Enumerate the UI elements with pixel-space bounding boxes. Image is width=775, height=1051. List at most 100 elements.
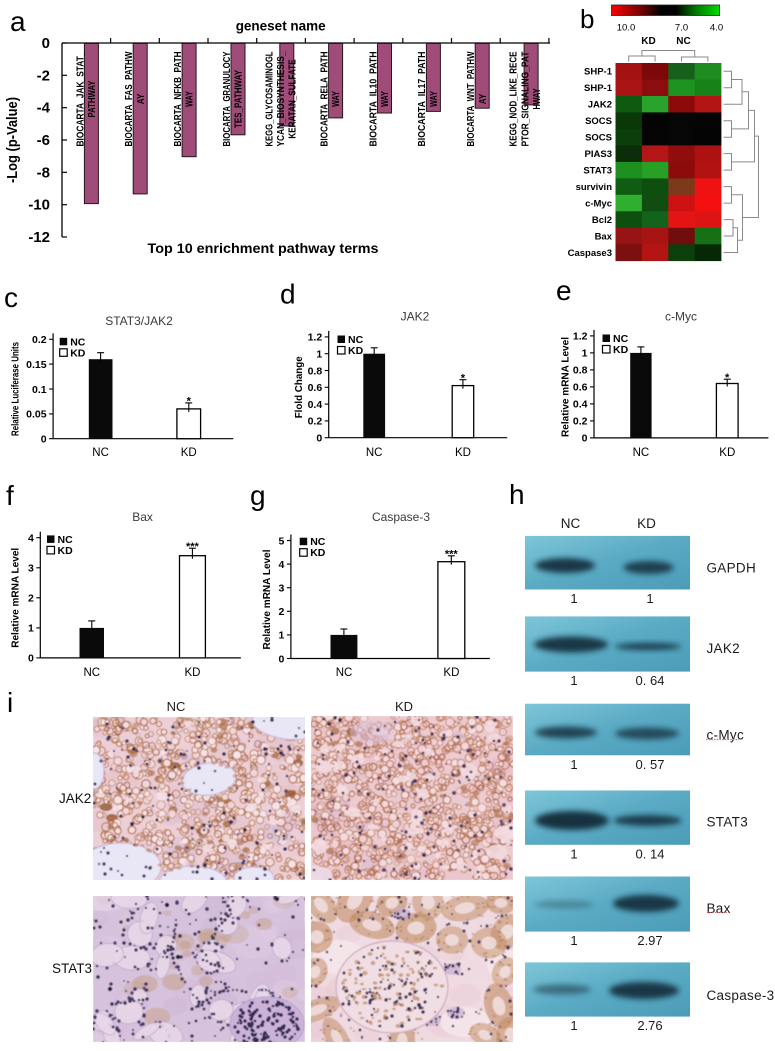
- svg-text:WAY: WAY: [184, 91, 196, 107]
- svg-text:0. 64: 0. 64: [636, 673, 665, 688]
- svg-text:0.6: 0.6: [308, 382, 323, 394]
- svg-text:KD: KD: [310, 547, 326, 559]
- svg-text:BIOCARTA_JAK_STAT_: BIOCARTA_JAK_STAT_: [74, 51, 86, 146]
- svg-text:PTOR_SIGNALING_PAT: PTOR_SIGNALING_PAT: [519, 51, 531, 146]
- svg-text:g: g: [250, 480, 266, 511]
- svg-text:4: 4: [279, 559, 285, 571]
- svg-text:c-Myc: c-Myc: [665, 310, 697, 324]
- svg-text:Relative mRNA Level: Relative mRNA Level: [261, 549, 273, 649]
- svg-text:PIAS3: PIAS3: [585, 149, 612, 160]
- svg-text:1: 1: [646, 591, 653, 606]
- svg-text:YCAN_BIOSYNTHESIS_: YCAN_BIOSYNTHESIS_: [275, 51, 287, 146]
- svg-text:2: 2: [28, 593, 34, 605]
- svg-text:1: 1: [570, 846, 577, 861]
- svg-text:4: 4: [28, 533, 34, 545]
- svg-text:NC: NC: [92, 447, 109, 459]
- svg-text:d: d: [280, 279, 296, 310]
- svg-text:5: 5: [279, 535, 285, 547]
- svg-text:survivin: survivin: [576, 182, 613, 193]
- svg-text:Bcl2: Bcl2: [592, 215, 612, 226]
- svg-text:*: *: [725, 372, 730, 384]
- svg-text:1: 1: [570, 933, 577, 948]
- svg-text:SOCS: SOCS: [585, 133, 612, 144]
- svg-text:KD: KD: [637, 516, 656, 531]
- svg-text:STAT3/JAK2: STAT3/JAK2: [105, 314, 173, 328]
- svg-text:0.15: 0.15: [26, 359, 47, 371]
- svg-text:NC: NC: [676, 36, 690, 47]
- svg-text:0.2: 0.2: [308, 416, 323, 428]
- svg-text:0.8: 0.8: [308, 365, 323, 377]
- svg-text:0.6: 0.6: [573, 382, 588, 394]
- svg-text:1: 1: [582, 348, 588, 360]
- svg-text:TES_PATHWAY: TES_PATHWAY: [233, 70, 245, 128]
- svg-text:NC: NC: [83, 667, 100, 679]
- svg-text:WAY: WAY: [379, 91, 391, 107]
- svg-text:SHP-1: SHP-1: [584, 67, 613, 78]
- svg-text:GAPDH: GAPDH: [707, 561, 757, 576]
- svg-text:0.2: 0.2: [573, 416, 588, 428]
- svg-text:KD: KD: [443, 667, 459, 679]
- svg-text:NC: NC: [336, 667, 353, 679]
- svg-text:0: 0: [42, 35, 50, 52]
- svg-text:-8: -8: [37, 164, 50, 181]
- svg-text:1: 1: [316, 349, 322, 361]
- svg-text:NC: NC: [167, 699, 186, 714]
- svg-text:JAK2: JAK2: [588, 100, 612, 111]
- svg-text:*: *: [461, 373, 466, 385]
- svg-text:KEGG_GLYCOSAMINOGL: KEGG_GLYCOSAMINOGL: [263, 51, 275, 146]
- svg-text:NC: NC: [633, 447, 650, 459]
- svg-text:***: ***: [445, 549, 459, 561]
- svg-text:2: 2: [279, 606, 285, 618]
- svg-text:10.0: 10.0: [617, 23, 636, 34]
- svg-text:BIOCARTA_RELA_PATH: BIOCARTA_RELA_PATH: [319, 52, 331, 147]
- svg-text:geneset name: geneset name: [236, 18, 326, 34]
- svg-text:KD: KD: [395, 699, 413, 714]
- svg-text:-4: -4: [37, 100, 51, 117]
- svg-text:KD: KD: [348, 345, 364, 357]
- svg-text:h: h: [509, 479, 525, 510]
- svg-text:0.8: 0.8: [573, 365, 588, 377]
- svg-text:KD: KD: [613, 344, 629, 356]
- svg-text:HWAY: HWAY: [531, 88, 543, 109]
- svg-text:Relative mRNA Level: Relative mRNA Level: [10, 548, 22, 648]
- svg-text:Bax: Bax: [132, 510, 153, 524]
- svg-text:KD: KD: [455, 447, 471, 459]
- svg-text:3: 3: [28, 563, 34, 575]
- svg-text:-10: -10: [28, 197, 50, 214]
- svg-text:BIOCARTA_IL17_PATH: BIOCARTA_IL17_PATH: [416, 52, 428, 147]
- svg-text:KEGG_NOD_LIKE_RECE: KEGG_NOD_LIKE_RECE: [508, 52, 520, 147]
- svg-text:KD: KD: [719, 447, 735, 459]
- svg-text:-2: -2: [37, 67, 50, 84]
- svg-text:Caspase-3: Caspase-3: [707, 988, 775, 1003]
- svg-text:Bax: Bax: [707, 901, 731, 916]
- svg-text:0. 57: 0. 57: [636, 757, 665, 772]
- svg-text:KD: KD: [641, 36, 655, 47]
- svg-text:0: 0: [316, 433, 322, 445]
- svg-text:SHP-1: SHP-1: [584, 83, 613, 94]
- svg-text:STAT3: STAT3: [707, 815, 749, 830]
- svg-text:KD: KD: [181, 447, 197, 459]
- svg-text:0: 0: [28, 653, 34, 665]
- svg-text:1.2: 1.2: [573, 331, 588, 343]
- svg-text:e: e: [556, 275, 572, 306]
- svg-text:-6: -6: [37, 132, 50, 149]
- svg-text:BIOCARTA_GRANULOCY: BIOCARTA_GRANULOCY: [221, 51, 233, 146]
- svg-text:JAK2: JAK2: [707, 641, 740, 656]
- svg-text:KERATAN_SULFATE: KERATAN_SULFATE: [287, 59, 299, 138]
- svg-text:0.4: 0.4: [573, 399, 588, 411]
- svg-text:0: 0: [279, 653, 285, 665]
- svg-text:AY: AY: [135, 94, 147, 105]
- svg-text:Relative Luciferase Units: Relative Luciferase Units: [9, 342, 21, 436]
- svg-text:WAY: WAY: [330, 91, 342, 107]
- svg-text:AY: AY: [477, 94, 489, 105]
- svg-text:1: 1: [28, 623, 34, 635]
- svg-text:Caspase-3: Caspase-3: [372, 510, 430, 524]
- svg-text:KD: KD: [58, 545, 74, 557]
- svg-text:4.0: 4.0: [710, 23, 723, 34]
- svg-text:Bax: Bax: [595, 232, 613, 243]
- svg-text:STAT3: STAT3: [52, 961, 92, 976]
- svg-text:Relative mRNA Level: Relative mRNA Level: [560, 337, 572, 437]
- svg-text:-12: -12: [28, 229, 50, 246]
- svg-text:0: 0: [582, 433, 588, 445]
- svg-text:0.05: 0.05: [26, 409, 47, 421]
